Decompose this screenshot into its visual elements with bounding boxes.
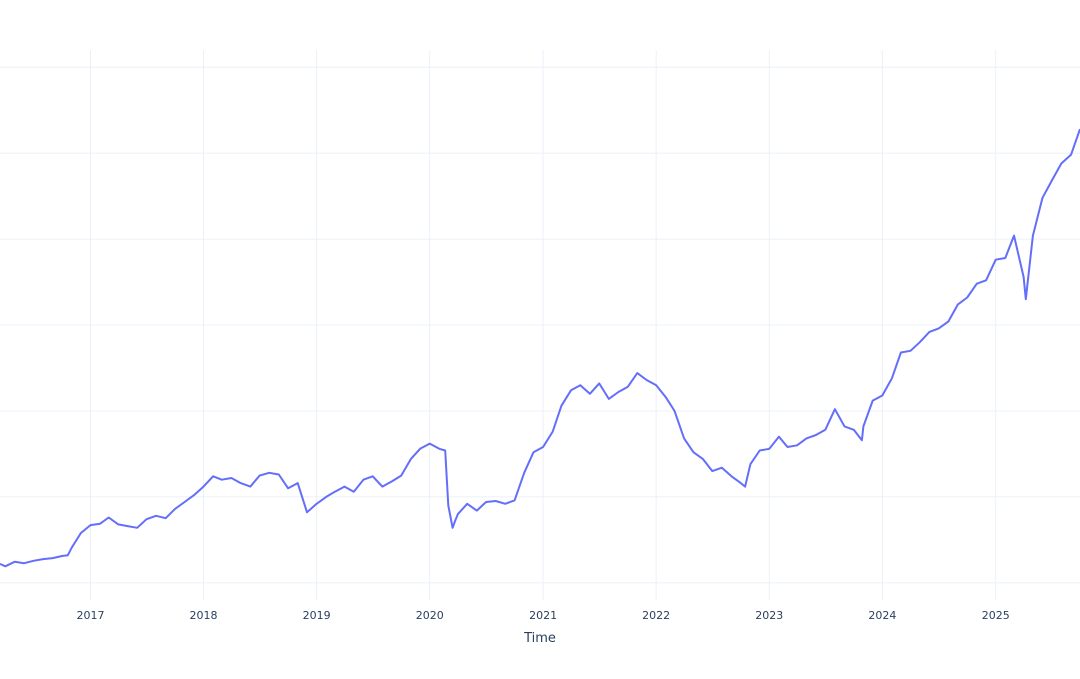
x-tick-label: 2019 (303, 609, 331, 622)
x-tick-label: 2017 (76, 609, 104, 622)
x-axis-title: Time (523, 631, 556, 646)
x-tick-label: 2022 (642, 609, 670, 622)
x-tick-label: 2020 (416, 609, 444, 622)
x-tick-label: 2018 (190, 609, 218, 622)
x-tick-label: 2024 (868, 609, 896, 622)
x-tick-label: 2021 (529, 609, 557, 622)
x-tick-label: 2023 (755, 609, 783, 622)
series-line (0, 128, 1080, 568)
x-gridlines (89, 50, 997, 600)
series-layer (0, 128, 1080, 568)
y-gridlines (0, 66, 1080, 584)
x-tick-label: 2025 (982, 609, 1010, 622)
x-tick-labels: 2017 2018 2019 2020 2021 2022 2023 2024 2025 (76, 609, 1009, 622)
